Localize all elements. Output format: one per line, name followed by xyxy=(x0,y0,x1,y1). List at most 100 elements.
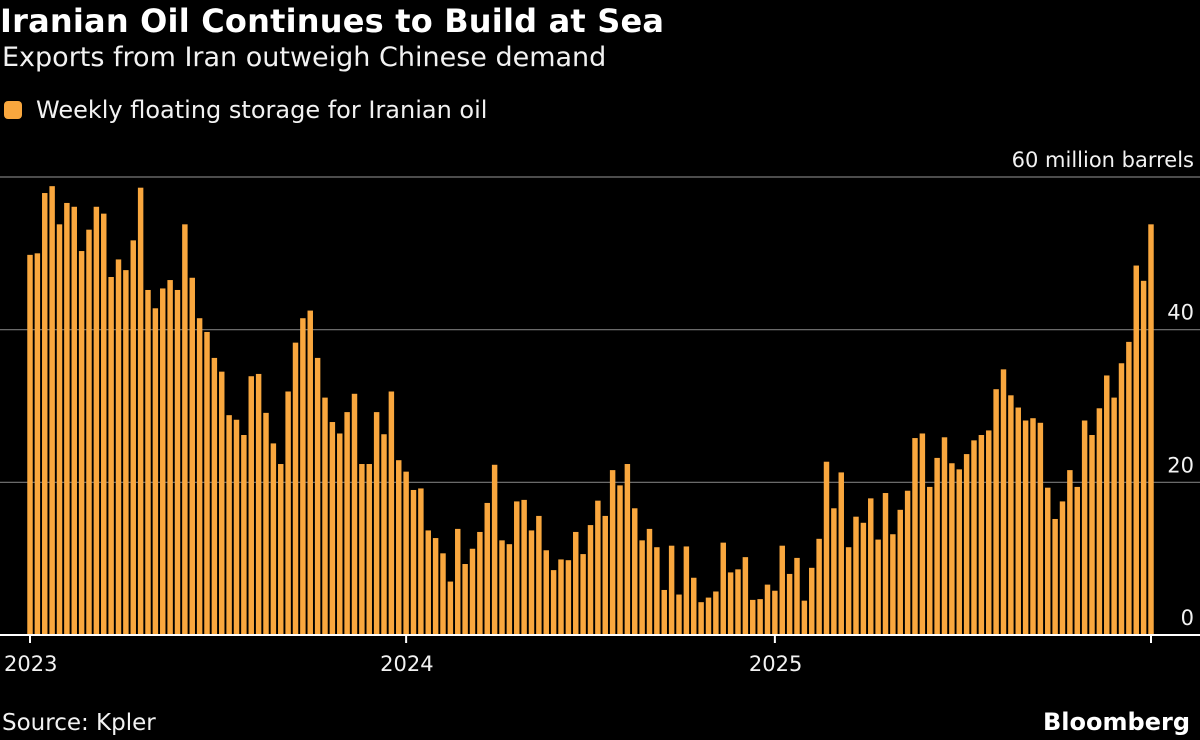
bar xyxy=(1081,420,1088,635)
bar xyxy=(1140,280,1147,635)
bar xyxy=(381,434,387,635)
bar xyxy=(255,373,262,635)
bar xyxy=(359,464,365,635)
bar xyxy=(646,528,653,635)
bar xyxy=(875,539,881,635)
bar xyxy=(182,224,188,635)
bar xyxy=(956,469,962,635)
chart-title: Iranian Oil Continues to Build at Sea xyxy=(0,2,665,40)
bar xyxy=(978,435,985,635)
bar xyxy=(233,419,240,635)
bar xyxy=(137,187,144,635)
bar xyxy=(292,342,299,635)
bar xyxy=(152,308,159,635)
bar xyxy=(587,525,594,635)
bar xyxy=(351,393,358,635)
bar xyxy=(160,288,166,635)
bar xyxy=(93,206,100,635)
bar xyxy=(1104,375,1110,635)
bar xyxy=(602,515,608,635)
bar xyxy=(971,440,977,635)
bar xyxy=(809,567,815,635)
bar xyxy=(543,550,549,635)
bar xyxy=(757,599,763,635)
bar xyxy=(115,259,122,635)
bar xyxy=(462,564,468,635)
bar xyxy=(101,213,107,635)
bar xyxy=(565,560,572,635)
bar-chart: 0 20 40 60 million barrels 2023 2024 2025 xyxy=(0,148,1200,676)
bar xyxy=(86,229,92,636)
bar xyxy=(388,391,395,635)
bar xyxy=(506,544,513,635)
bar xyxy=(1059,501,1066,635)
bar xyxy=(786,573,793,635)
bar xyxy=(491,464,498,635)
bar xyxy=(735,569,741,635)
bar xyxy=(609,470,616,635)
bar xyxy=(750,599,756,635)
bar xyxy=(919,433,926,635)
bar xyxy=(595,500,601,635)
bar xyxy=(425,530,431,635)
bar xyxy=(49,186,55,635)
bar xyxy=(455,528,461,635)
bar xyxy=(477,531,483,635)
chart-subtitle: Exports from Iran outweigh Chinese deman… xyxy=(2,42,607,73)
bar xyxy=(278,464,284,635)
bar xyxy=(248,376,254,635)
y-tick-label: 60 million barrels xyxy=(1012,148,1194,172)
bar xyxy=(882,493,889,635)
bar xyxy=(1133,265,1139,635)
bar xyxy=(403,471,409,635)
bar xyxy=(322,397,328,635)
y-tick-label: 20 xyxy=(1167,453,1194,477)
bar xyxy=(1096,408,1103,635)
bar xyxy=(108,276,114,635)
y-tick-label: 0 xyxy=(1181,606,1194,630)
bar xyxy=(654,547,660,635)
bar xyxy=(78,251,85,635)
bar xyxy=(123,270,129,635)
bar xyxy=(713,591,719,635)
bar xyxy=(668,545,675,635)
bar xyxy=(794,557,800,635)
bar xyxy=(831,508,837,635)
bar xyxy=(683,546,690,635)
bar xyxy=(469,548,476,635)
bar xyxy=(499,540,505,635)
bar xyxy=(514,501,520,635)
bar xyxy=(521,499,527,635)
bar xyxy=(396,460,402,635)
bar xyxy=(838,472,844,635)
bar xyxy=(204,331,210,635)
x-tick-label: 2025 xyxy=(749,652,802,676)
bar xyxy=(823,461,830,635)
bar xyxy=(801,600,808,635)
bar xyxy=(1008,395,1014,635)
bar xyxy=(1148,224,1154,635)
bar xyxy=(624,464,631,635)
bar xyxy=(130,240,136,635)
bar xyxy=(337,433,343,635)
bar xyxy=(241,435,247,635)
bar xyxy=(927,486,933,635)
bar xyxy=(1030,418,1036,635)
bar xyxy=(366,464,372,635)
bar xyxy=(373,412,380,635)
bar xyxy=(639,540,645,635)
bar xyxy=(528,530,535,635)
bar xyxy=(986,430,992,635)
bar xyxy=(42,193,48,635)
bar xyxy=(1118,363,1125,635)
bar xyxy=(860,522,867,635)
bloomberg-logo: Bloomberg xyxy=(1043,708,1190,736)
source-note: Source: Kpler xyxy=(2,710,156,736)
bar xyxy=(772,590,778,635)
bar xyxy=(742,557,749,635)
bar xyxy=(226,415,232,635)
bar xyxy=(1126,341,1132,635)
bar xyxy=(1089,435,1095,635)
x-axis xyxy=(0,634,1200,643)
bar xyxy=(307,310,313,635)
